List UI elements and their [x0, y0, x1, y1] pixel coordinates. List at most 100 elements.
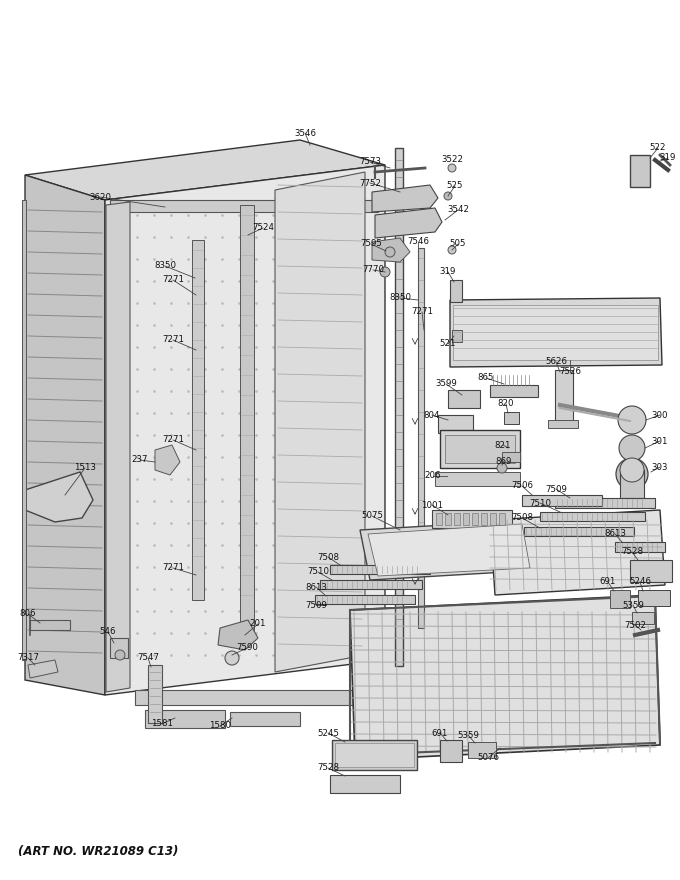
Bar — [435, 472, 520, 486]
Text: 5076: 5076 — [477, 753, 499, 762]
Text: 319: 319 — [660, 153, 676, 163]
Bar — [555, 498, 655, 508]
Text: 691: 691 — [432, 729, 448, 737]
Text: 7509: 7509 — [305, 600, 327, 610]
Circle shape — [448, 164, 456, 172]
Text: 7547: 7547 — [137, 654, 159, 663]
Text: 7528: 7528 — [317, 764, 339, 773]
Text: 7546: 7546 — [407, 238, 429, 246]
Bar — [490, 513, 496, 525]
Text: 300: 300 — [651, 410, 668, 420]
Text: 5626: 5626 — [545, 357, 567, 366]
Text: 7271: 7271 — [411, 307, 433, 317]
Bar — [110, 200, 378, 212]
Text: 804: 804 — [424, 410, 440, 420]
Bar — [315, 595, 415, 604]
Polygon shape — [360, 520, 540, 580]
Text: 8613: 8613 — [305, 583, 327, 591]
Text: 1001: 1001 — [421, 501, 443, 510]
Bar — [499, 513, 505, 525]
Bar — [504, 412, 519, 424]
Text: (ART NO. WR21089 C13): (ART NO. WR21089 C13) — [18, 846, 178, 859]
Bar — [472, 513, 478, 525]
Text: 303: 303 — [651, 463, 668, 472]
Text: 7526: 7526 — [559, 368, 581, 377]
Bar — [230, 712, 300, 726]
Text: 7528: 7528 — [621, 547, 643, 556]
Text: 206: 206 — [425, 472, 441, 480]
Text: 820: 820 — [498, 400, 514, 408]
Circle shape — [448, 246, 456, 254]
Bar — [445, 435, 515, 463]
Bar — [448, 390, 480, 408]
Circle shape — [497, 463, 507, 473]
Text: 7271: 7271 — [162, 275, 184, 284]
Text: 522: 522 — [650, 143, 666, 152]
Bar — [418, 248, 424, 628]
Bar — [481, 513, 487, 525]
Bar — [438, 415, 473, 433]
Polygon shape — [450, 298, 662, 367]
Text: 7770: 7770 — [362, 266, 384, 275]
Bar — [148, 665, 162, 723]
Polygon shape — [372, 185, 438, 212]
Polygon shape — [350, 595, 660, 760]
Text: 5246: 5246 — [629, 577, 651, 586]
Polygon shape — [490, 510, 665, 595]
Text: 525: 525 — [447, 181, 463, 190]
Polygon shape — [218, 620, 258, 650]
Bar — [638, 590, 670, 606]
Bar — [436, 513, 442, 525]
Polygon shape — [275, 172, 365, 672]
Text: 521: 521 — [440, 340, 456, 348]
Text: 319: 319 — [440, 268, 456, 276]
Bar — [110, 638, 128, 658]
Text: 237: 237 — [132, 456, 148, 465]
Circle shape — [385, 247, 395, 257]
Bar — [432, 510, 512, 528]
Bar — [630, 155, 650, 187]
Text: 5245: 5245 — [317, 729, 339, 737]
Text: 1581: 1581 — [151, 720, 173, 729]
Bar — [630, 560, 672, 582]
Bar — [610, 590, 630, 608]
Text: 301: 301 — [651, 436, 668, 445]
Bar — [540, 512, 645, 521]
Text: 8350: 8350 — [154, 261, 176, 270]
Bar — [395, 148, 403, 666]
Text: 3522: 3522 — [441, 156, 463, 165]
Text: 3599: 3599 — [435, 379, 457, 388]
Polygon shape — [28, 660, 58, 678]
Text: 7271: 7271 — [162, 563, 184, 573]
Text: 7508: 7508 — [511, 514, 533, 523]
Bar — [135, 690, 380, 705]
Polygon shape — [372, 238, 410, 262]
Text: 7509: 7509 — [545, 485, 567, 494]
Bar — [440, 430, 520, 468]
Bar — [332, 740, 417, 770]
Text: 7506: 7506 — [511, 481, 533, 490]
Text: 865: 865 — [478, 373, 494, 383]
Text: 5075: 5075 — [361, 511, 383, 520]
Bar — [620, 470, 644, 498]
Circle shape — [115, 650, 125, 660]
Bar — [440, 740, 462, 762]
Bar — [330, 565, 430, 574]
Text: 3546: 3546 — [294, 128, 316, 137]
Circle shape — [618, 406, 646, 434]
Bar — [22, 200, 26, 660]
Text: 3620: 3620 — [89, 193, 111, 202]
Polygon shape — [105, 165, 385, 695]
Text: 7595: 7595 — [360, 239, 382, 248]
Text: 1513: 1513 — [74, 464, 96, 473]
Text: 7271: 7271 — [162, 436, 184, 444]
Text: 821: 821 — [495, 441, 511, 450]
Text: 7317: 7317 — [17, 654, 39, 663]
Bar — [468, 742, 496, 758]
Text: 7508: 7508 — [317, 553, 339, 561]
Polygon shape — [155, 445, 180, 475]
Circle shape — [620, 458, 644, 482]
Bar — [450, 280, 462, 302]
Text: 201: 201 — [250, 620, 267, 628]
Text: 8613: 8613 — [604, 530, 626, 539]
